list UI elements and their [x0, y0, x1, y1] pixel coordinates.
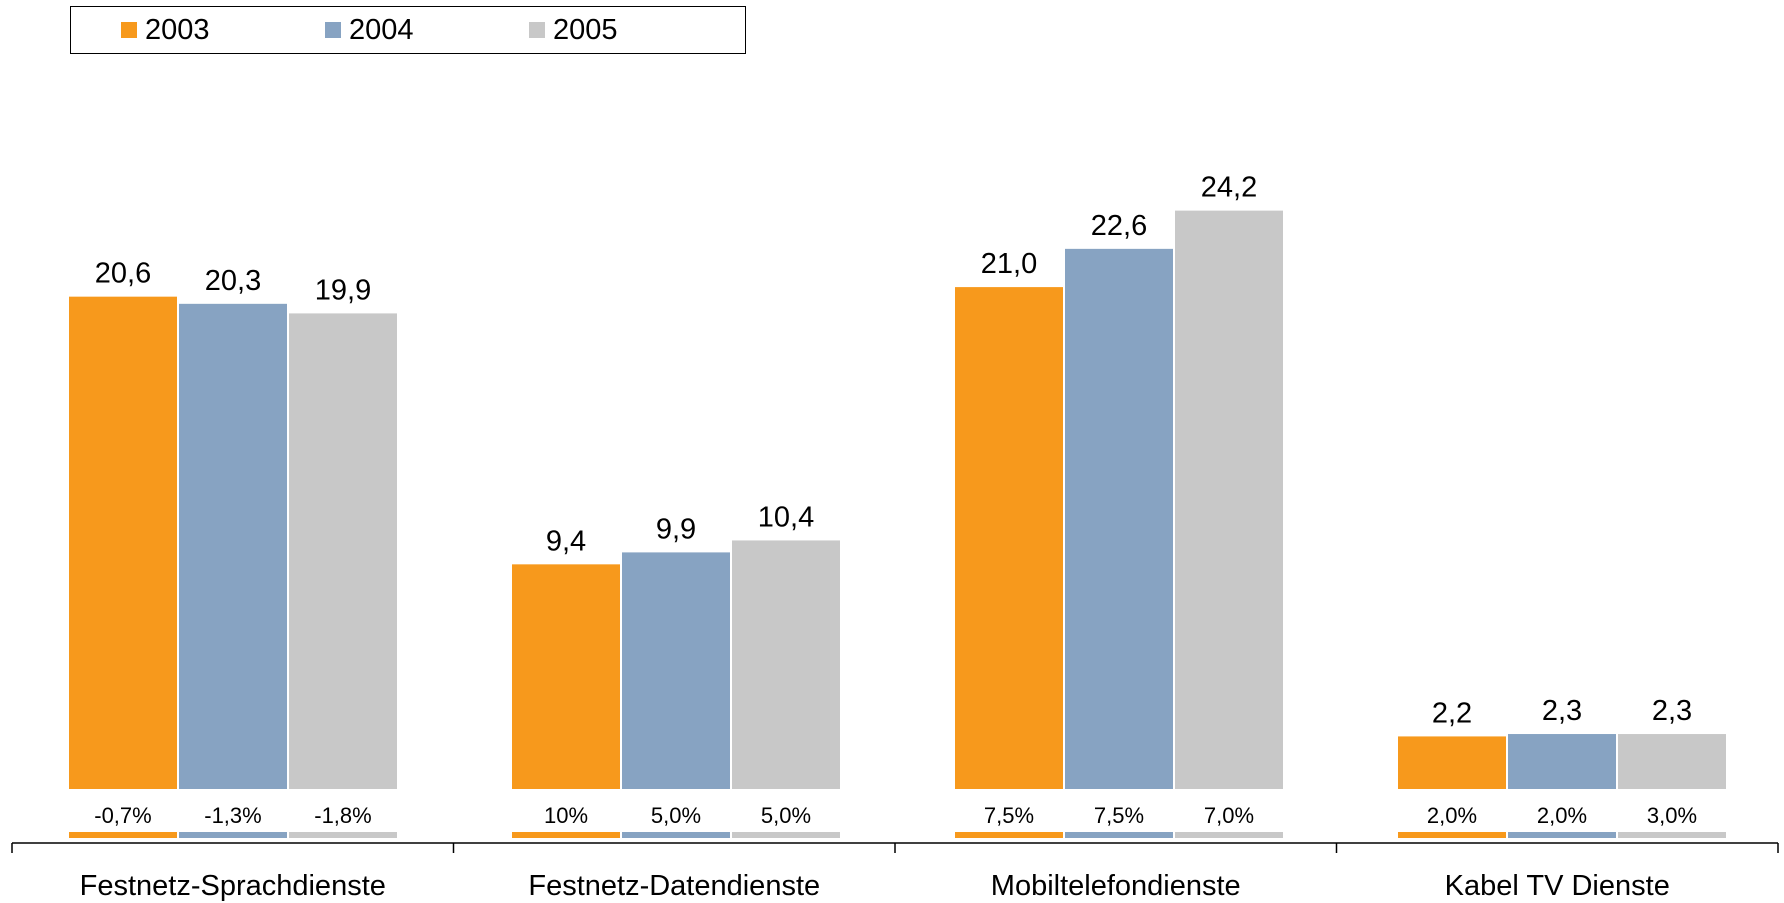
bar-base-strip [1175, 832, 1283, 838]
bar-base-strip [1398, 832, 1506, 838]
x-tick-label: Festnetz-Sprachdienste [80, 870, 386, 902]
bar-base-strip [955, 832, 1063, 838]
growth-label: 7,5% [984, 803, 1034, 828]
growth-label: 10% [544, 803, 588, 828]
data-label: 22,6 [1091, 210, 1147, 242]
x-tick-label: Festnetz-Datendienste [528, 870, 820, 902]
bar-base-strip [179, 832, 287, 838]
growth-label: -1,8% [314, 803, 371, 828]
x-tick-label: Kabel TV Dienste [1445, 870, 1670, 902]
bar [955, 287, 1063, 789]
growth-label: 5,0% [761, 803, 811, 828]
legend-item-2005: 2005 [529, 7, 618, 53]
data-label: 21,0 [981, 248, 1037, 280]
legend-label-2004: 2004 [349, 13, 414, 46]
legend-item-2003: 2003 [121, 7, 210, 53]
bar [289, 313, 397, 789]
legend: 2003 2004 2005 [70, 6, 746, 54]
growth-label: 7,5% [1094, 803, 1144, 828]
growth-label: 3,0% [1647, 803, 1697, 828]
data-label: 2,3 [1542, 695, 1582, 727]
bar-base-strip [512, 832, 620, 838]
growth-label: -0,7% [94, 803, 151, 828]
bar-base-strip [622, 832, 730, 838]
bar [622, 552, 730, 789]
legend-swatch-2003 [121, 22, 137, 38]
legend-label-2003: 2003 [145, 13, 210, 46]
data-label: 2,3 [1652, 695, 1692, 727]
bar [1175, 210, 1283, 789]
bar-base-strip [1508, 832, 1616, 838]
data-label: 20,3 [205, 265, 261, 297]
legend-swatch-2004 [325, 22, 341, 38]
growth-label: 2,0% [1427, 803, 1477, 828]
bar [1508, 734, 1616, 789]
bar [1618, 734, 1726, 789]
data-label: 9,4 [546, 525, 586, 557]
growth-label: 5,0% [651, 803, 701, 828]
data-label: 19,9 [315, 274, 371, 306]
bar [69, 296, 177, 789]
data-label: 2,2 [1432, 697, 1472, 729]
legend-label-2005: 2005 [553, 13, 618, 46]
bar-base-strip [69, 832, 177, 838]
bar-base-strip [1065, 832, 1173, 838]
bar-base-strip [732, 832, 840, 838]
growth-label: 7,0% [1204, 803, 1254, 828]
x-tick-label: Mobiltelefondienste [991, 870, 1241, 902]
data-label: 24,2 [1201, 172, 1257, 204]
bar [1398, 736, 1506, 789]
bar-base-strip [1618, 832, 1726, 838]
data-label: 20,6 [95, 258, 151, 290]
bar [1065, 248, 1173, 790]
bar-base-strip [289, 832, 397, 838]
legend-swatch-2005 [529, 22, 545, 38]
bar [732, 540, 840, 789]
growth-label: -1,3% [204, 803, 261, 828]
growth-label: 2,0% [1537, 803, 1587, 828]
data-label: 10,4 [758, 501, 814, 533]
bar [179, 303, 287, 789]
data-label: 9,9 [656, 513, 696, 545]
bar [512, 564, 620, 789]
legend-item-2004: 2004 [325, 7, 414, 53]
